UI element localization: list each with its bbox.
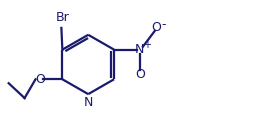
Text: N: N [135, 43, 145, 56]
Text: O: O [151, 21, 161, 34]
Text: O: O [36, 73, 45, 86]
Text: O: O [135, 68, 145, 81]
Text: N: N [84, 96, 93, 109]
Text: +: + [143, 40, 151, 50]
Text: Br: Br [56, 11, 69, 24]
Text: -: - [161, 18, 166, 31]
